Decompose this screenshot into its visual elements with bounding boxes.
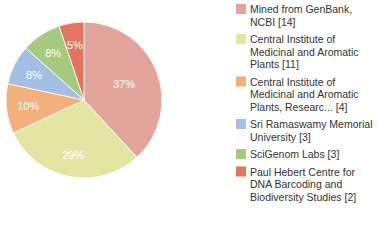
legend-swatch xyxy=(236,77,246,87)
data-label: 29% xyxy=(62,149,84,161)
legend-label: SciGenom Labs [3] xyxy=(250,148,339,160)
chart: 37% 29% 10% 8%8% 5% Mined from GenBank,NCBI [… xyxy=(0,0,380,240)
pie xyxy=(6,22,162,178)
data-label: 37% xyxy=(113,78,135,90)
data-label: 8% xyxy=(26,69,42,81)
data-label: 8% xyxy=(45,47,61,59)
legend-swatch xyxy=(236,119,246,129)
legend: Mined from GenBank,NCBI [14] Central Inst… xyxy=(236,3,373,203)
legend-swatch xyxy=(236,167,246,177)
legend-label: Mined from GenBank,NCBI [14] xyxy=(250,3,352,28)
legend-swatch xyxy=(236,34,246,44)
pie-slice xyxy=(13,100,137,178)
legend-label: Central Institute ofMedicinal and Aromat… xyxy=(250,33,359,70)
data-label: 5% xyxy=(67,39,83,51)
data-label: 10% xyxy=(17,100,39,112)
legend-label: Sri Ramaswamy MemorialUniversity [3] xyxy=(250,118,373,143)
legend-swatch xyxy=(236,149,246,159)
pie-slice xyxy=(59,22,84,100)
legend-swatch xyxy=(236,4,246,14)
legend-label: Paul Hebert Centre forDNA Barcoding andB… xyxy=(250,166,356,203)
legend-label: Central Institute ofMedicinal and Aromat… xyxy=(250,76,359,113)
